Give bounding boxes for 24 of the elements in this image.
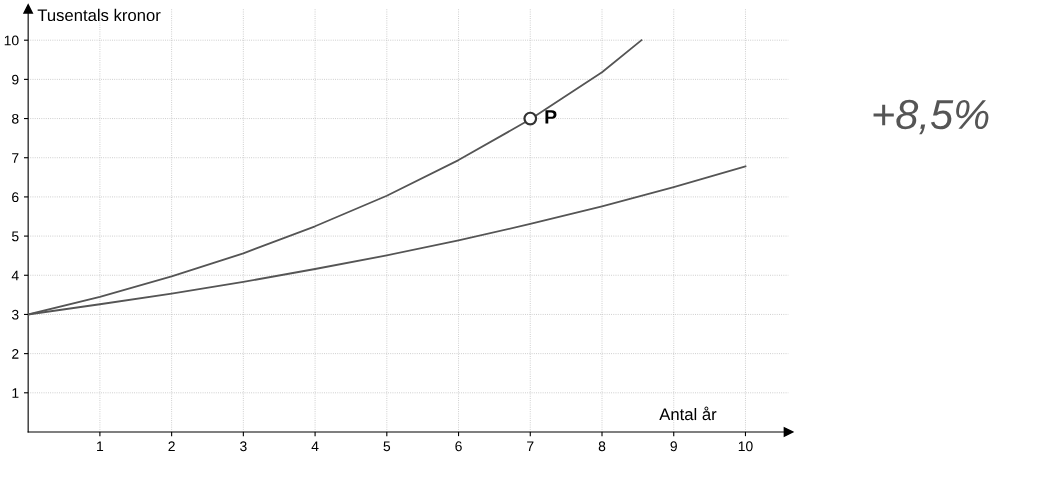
x-axis-title: Antal år: [659, 406, 717, 421]
x-tick-label: 3: [240, 441, 247, 452]
y-tick-label: 7: [12, 153, 19, 163]
x-tick-label: 7: [527, 441, 534, 452]
x-tick-label: 2: [168, 441, 175, 452]
annotation: P: [545, 110, 557, 124]
x-tick-label: 10: [738, 441, 753, 452]
y-tick-label: 9: [12, 74, 19, 85]
y-tick-label: 1: [12, 388, 19, 398]
y-tick-label: 2: [12, 348, 19, 359]
y-tick-label: 4: [11, 270, 19, 281]
y-axis-title: Tusentals kronor: [37, 8, 161, 22]
x-tick-label: 8: [598, 441, 606, 452]
text: +8,5%: [873, 99, 989, 135]
y-tick-label: 5: [11, 231, 19, 242]
x-tick-label: 6: [455, 441, 462, 452]
y-tick-label: 10: [4, 35, 19, 46]
x-tick-label: 4: [311, 441, 319, 452]
y-tick-label: 3: [11, 309, 19, 320]
x-tick-label: 1: [97, 441, 104, 452]
y-tick-label: 8: [12, 113, 19, 124]
x-tick-label: 5: [383, 441, 391, 452]
x-tick-label: 9: [670, 441, 677, 452]
y-tick-label: 6: [12, 192, 19, 203]
